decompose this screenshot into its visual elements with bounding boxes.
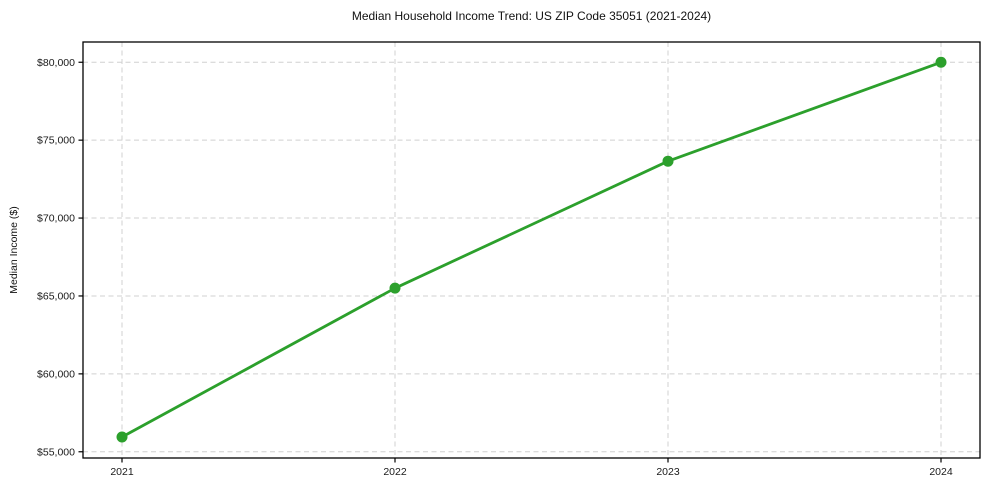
income-trend-line [120, 60, 943, 439]
x-tick-label: 2023 [656, 466, 680, 478]
plot-border [82, 41, 981, 459]
y-tick-label: $80,000 [37, 57, 75, 69]
y-tick-label: $75,000 [37, 135, 75, 147]
data-point-2024 [935, 56, 947, 68]
data-point-2022 [389, 282, 401, 294]
x-tick-label: 2024 [929, 466, 953, 478]
y-tick-label: $65,000 [37, 290, 75, 302]
y-tick-label: $60,000 [37, 368, 75, 380]
data-point-2021 [116, 431, 128, 443]
x-tick-label: 2021 [110, 466, 134, 478]
chart-title: Median Household Income Trend: US ZIP Co… [351, 9, 712, 23]
x-tick-label: 2022 [383, 466, 407, 478]
y-tick-label: $70,000 [37, 213, 75, 225]
data-point-2023 [662, 155, 674, 167]
y-tick-label: $55,000 [37, 446, 75, 458]
